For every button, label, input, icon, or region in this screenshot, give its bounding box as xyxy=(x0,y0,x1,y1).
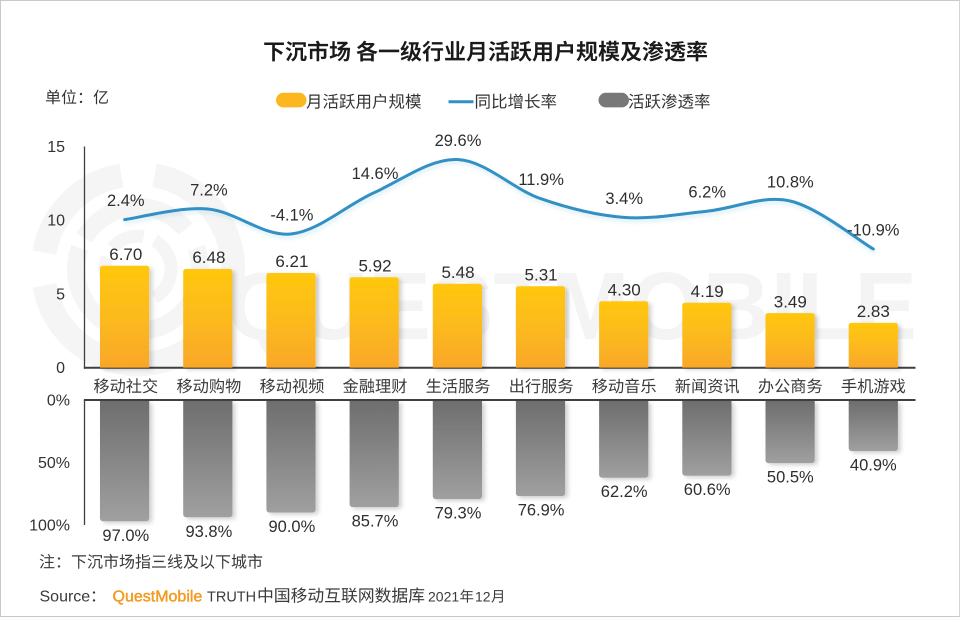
svg-text:TRUTH: TRUTH xyxy=(207,590,256,606)
svg-text:-10.9%: -10.9% xyxy=(847,222,900,240)
svg-text:11.9%: 11.9% xyxy=(518,171,564,189)
svg-text:40.9%: 40.9% xyxy=(850,457,897,475)
svg-text:85.7%: 85.7% xyxy=(352,513,399,531)
svg-text:0%: 0% xyxy=(47,393,70,410)
svg-text:2.4%: 2.4% xyxy=(107,192,145,210)
svg-text:5: 5 xyxy=(56,287,65,304)
svg-text:29.6%: 29.6% xyxy=(435,132,482,150)
svg-text:Source: Source xyxy=(40,589,91,606)
svg-text:3.4%: 3.4% xyxy=(605,190,643,208)
svg-text:4.19: 4.19 xyxy=(691,282,724,301)
svg-text:14.6%: 14.6% xyxy=(352,165,399,183)
svg-text:4.30: 4.30 xyxy=(608,280,641,299)
svg-text:2.83: 2.83 xyxy=(857,302,890,321)
svg-text:5.31: 5.31 xyxy=(525,266,558,285)
svg-text:12: 12 xyxy=(475,589,491,605)
svg-text:6.48: 6.48 xyxy=(192,248,225,267)
svg-text:62.2%: 62.2% xyxy=(601,483,648,501)
svg-text:50%: 50% xyxy=(38,455,70,472)
svg-text:2021: 2021 xyxy=(428,589,459,605)
svg-text:6.21: 6.21 xyxy=(275,252,308,271)
svg-text:50.5%: 50.5% xyxy=(767,469,814,487)
svg-text:90.0%: 90.0% xyxy=(269,518,316,536)
svg-text:10.8%: 10.8% xyxy=(767,174,814,192)
svg-text:5.92: 5.92 xyxy=(358,257,391,276)
svg-text:6.2%: 6.2% xyxy=(688,184,726,202)
svg-text:60.6%: 60.6% xyxy=(684,481,731,499)
svg-text:76.9%: 76.9% xyxy=(518,502,565,520)
svg-text:3.49: 3.49 xyxy=(774,292,807,311)
svg-text:97.0%: 97.0% xyxy=(102,527,149,545)
svg-text:10: 10 xyxy=(47,213,65,230)
svg-text:5.48: 5.48 xyxy=(441,263,474,282)
svg-text:15: 15 xyxy=(47,139,65,156)
svg-text:6.70: 6.70 xyxy=(109,245,142,264)
svg-text:100%: 100% xyxy=(29,518,70,535)
svg-text:7.2%: 7.2% xyxy=(190,182,228,200)
svg-text:79.3%: 79.3% xyxy=(435,505,482,523)
svg-text:-4.1%: -4.1% xyxy=(270,207,313,225)
svg-text:93.8%: 93.8% xyxy=(186,523,233,541)
svg-text:QuestMobile: QuestMobile xyxy=(113,589,203,606)
svg-text:0: 0 xyxy=(56,360,65,377)
